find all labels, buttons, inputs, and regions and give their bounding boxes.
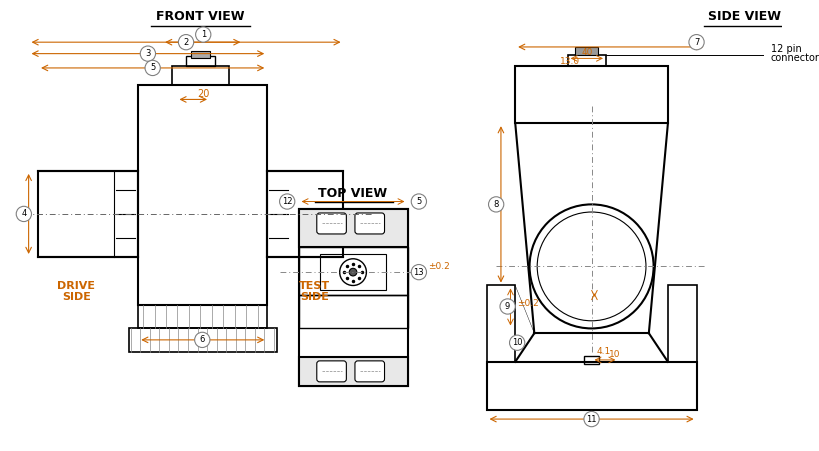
Bar — [38, 171, 138, 257]
Bar — [267, 171, 343, 257]
Text: 1: 1 — [201, 30, 206, 39]
Text: TOP VIEW: TOP VIEW — [318, 187, 387, 200]
Circle shape — [196, 27, 210, 42]
Text: 6: 6 — [199, 336, 205, 345]
Bar — [191, 51, 210, 58]
Text: 5: 5 — [416, 197, 421, 206]
Bar — [567, 55, 605, 66]
Text: TEST
SIDE: TEST SIDE — [299, 281, 330, 302]
Bar — [583, 356, 599, 364]
Circle shape — [140, 46, 156, 61]
Bar — [667, 285, 695, 362]
Circle shape — [279, 194, 295, 209]
Bar — [138, 85, 267, 304]
Circle shape — [16, 206, 31, 221]
FancyBboxPatch shape — [355, 361, 384, 382]
Text: 12 pin: 12 pin — [770, 44, 801, 54]
Bar — [319, 254, 386, 290]
Circle shape — [688, 35, 704, 50]
Bar — [486, 285, 514, 362]
Bar — [186, 56, 215, 66]
Text: SIDE VIEW: SIDE VIEW — [707, 10, 780, 23]
Text: 10: 10 — [511, 338, 522, 347]
Text: 13: 13 — [413, 267, 423, 276]
FancyBboxPatch shape — [355, 213, 384, 234]
Bar — [171, 66, 229, 85]
Text: 4: 4 — [21, 209, 26, 218]
Circle shape — [179, 35, 193, 50]
Text: 13.0: 13.0 — [559, 57, 580, 66]
Circle shape — [411, 194, 426, 209]
Text: 2: 2 — [183, 38, 188, 47]
Text: 7: 7 — [693, 38, 699, 47]
Text: 11: 11 — [586, 414, 596, 423]
Text: 20: 20 — [197, 88, 210, 99]
Bar — [298, 357, 408, 386]
Text: FRONT VIEW: FRONT VIEW — [156, 10, 244, 23]
Text: 40: 40 — [581, 48, 592, 56]
Circle shape — [488, 197, 503, 212]
Bar — [138, 304, 267, 328]
Bar — [514, 66, 667, 123]
Bar — [298, 209, 408, 247]
Text: 12: 12 — [282, 197, 292, 206]
Text: 5: 5 — [150, 64, 155, 73]
Bar — [129, 328, 276, 352]
Text: ±0.2: ±0.2 — [428, 262, 450, 271]
Bar — [298, 247, 408, 295]
Text: 9: 9 — [505, 302, 509, 311]
Circle shape — [509, 335, 524, 350]
Text: DRIVE
SIDE: DRIVE SIDE — [57, 281, 95, 302]
FancyBboxPatch shape — [316, 361, 346, 382]
Bar — [298, 295, 408, 328]
Bar — [298, 209, 408, 386]
Circle shape — [411, 264, 426, 280]
Circle shape — [583, 411, 599, 427]
Text: 10: 10 — [608, 350, 619, 359]
Bar — [575, 47, 598, 55]
Text: 8: 8 — [493, 200, 498, 209]
FancyBboxPatch shape — [316, 213, 346, 234]
Text: 4.1: 4.1 — [595, 347, 610, 356]
Text: 3: 3 — [145, 49, 151, 58]
Text: ±0.2: ±0.2 — [517, 299, 538, 308]
Circle shape — [145, 60, 160, 76]
Circle shape — [349, 268, 356, 276]
Text: connector: connector — [770, 53, 819, 63]
Bar — [486, 362, 695, 410]
Circle shape — [500, 299, 514, 314]
Circle shape — [194, 332, 210, 348]
